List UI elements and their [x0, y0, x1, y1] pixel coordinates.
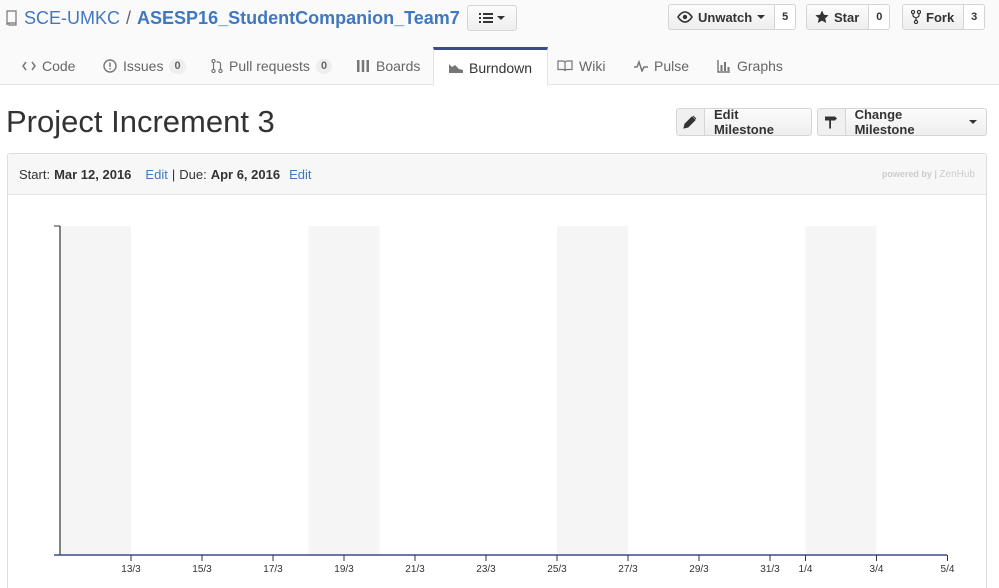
tab-boards[interactable]: Boards — [356, 47, 420, 85]
tab-issues[interactable]: Issues 0 — [103, 47, 186, 85]
tab-label: Burndown — [469, 60, 533, 76]
repo-name-link[interactable]: ASESP16_StudentCompanion_Team7 — [137, 7, 460, 28]
edit-milestone-label: Edit Milestone — [713, 108, 774, 136]
star-icon — [815, 10, 829, 23]
powered-by-zenhub[interactable]: powered by | ZenHub — [882, 169, 975, 180]
unwatch-button[interactable]: Unwatch — [668, 4, 776, 30]
date-separator: | — [171, 166, 176, 182]
tab-label: Code — [42, 58, 76, 74]
issues-counter: 0 — [169, 58, 186, 74]
edit-start-link[interactable]: Edit — [145, 166, 168, 182]
weekend-band — [805, 226, 877, 555]
tab-label: Pulse — [654, 58, 690, 74]
repo-menu-button[interactable] — [467, 5, 517, 31]
weekend-bands — [60, 226, 877, 555]
watch-group: Unwatch 5 — [668, 4, 797, 30]
milestone-dates-bar: Start: Mar 12, 2016 Edit | Due: Apr 6, 2… — [8, 154, 986, 195]
x-tick-label: 19/3 — [334, 564, 354, 575]
fork-button[interactable]: Fork — [902, 4, 965, 30]
x-tick-label: 27/3 — [618, 564, 638, 575]
tab-burndown[interactable]: Burndown — [433, 47, 549, 86]
change-milestone-button[interactable]: Change Milestone — [817, 108, 987, 136]
forks-count[interactable]: 3 — [964, 4, 986, 30]
due-label: Due: — [179, 166, 207, 182]
fork-label: Fork — [926, 9, 955, 25]
zenhub-text: ZenHub — [939, 169, 975, 180]
pull-request-icon — [211, 59, 223, 73]
edit-milestone-button[interactable]: Edit Milestone — [676, 108, 812, 136]
page-title: Project Increment 3 — [6, 104, 275, 139]
star-group: Star 0 — [806, 4, 891, 30]
fork-group: Fork 3 — [902, 4, 986, 30]
burndown-icon — [449, 64, 463, 73]
burndown-panel: Start: Mar 12, 2016 Edit | Due: Apr 6, 2… — [7, 153, 987, 588]
edit-due-link[interactable]: Edit — [289, 166, 312, 182]
x-tick-label: 1/4 — [799, 564, 813, 575]
chevron-down-icon — [757, 15, 766, 19]
x-tick-label: 15/3 — [192, 564, 212, 575]
repo-icon — [6, 10, 17, 26]
change-milestone-label: Change Milestone — [854, 108, 915, 136]
x-tick-label: 21/3 — [405, 564, 425, 575]
fork-icon — [911, 10, 921, 24]
repo-nav: Code Issues 0 Pull requests 0 Board — [0, 47, 999, 86]
tab-code[interactable]: Code — [22, 47, 75, 85]
chevron-down-icon — [497, 16, 505, 20]
x-tick-label: 25/3 — [547, 564, 567, 575]
star-label: Star — [834, 9, 860, 25]
repo-owner-link[interactable]: SCE-UMKC — [24, 7, 121, 28]
x-tick-label: 29/3 — [689, 564, 709, 575]
tab-label: Issues — [123, 58, 164, 74]
pencil-icon — [683, 115, 697, 129]
eye-icon — [677, 11, 693, 23]
weekend-band — [557, 226, 628, 555]
x-axis-ticks: 13/3 15/3 17/3 19/3 21/3 23/3 25/3 27/3 29/3 31/3… — [121, 555, 955, 575]
issue-icon — [103, 59, 117, 73]
x-tick-label: 31/3 — [760, 564, 780, 575]
x-tick-label: 17/3 — [263, 564, 283, 575]
tab-wiki[interactable]: Wiki — [557, 47, 605, 85]
tab-label: Pull requests — [229, 58, 310, 74]
stars-count[interactable]: 0 — [869, 4, 891, 30]
weekend-band — [60, 226, 131, 555]
milestone-icon — [825, 116, 838, 129]
tab-label: Graphs — [737, 58, 783, 74]
powered-by-text: powered by | — [881, 169, 937, 179]
x-tick-label: 5/4 — [941, 564, 955, 575]
x-tick-label: 23/3 — [476, 564, 496, 575]
start-date: Mar 12, 2016 — [54, 166, 132, 182]
code-icon — [22, 61, 36, 71]
tab-graphs[interactable]: Graphs — [717, 47, 783, 85]
weekend-band — [308, 226, 380, 555]
pull-requests-counter: 0 — [315, 58, 333, 74]
repo-title: SCE-UMKC / ASESP16_StudentCompanion_Team… — [6, 6, 460, 30]
x-tick-label: 13/3 — [121, 564, 141, 575]
book-icon — [557, 60, 573, 72]
star-button[interactable]: Star — [806, 4, 870, 30]
watchers-count[interactable]: 5 — [775, 4, 797, 30]
tab-label: Boards — [376, 58, 421, 74]
boards-icon — [357, 60, 369, 72]
repo-header: SCE-UMKC / ASESP16_StudentCompanion_Team… — [0, 0, 999, 86]
list-icon — [479, 13, 493, 23]
tab-pulse[interactable]: Pulse — [634, 47, 689, 85]
pulse-icon — [634, 60, 648, 72]
repo-separator: / — [126, 7, 132, 28]
tab-pull-requests[interactable]: Pull requests 0 — [211, 47, 333, 85]
chevron-down-icon — [969, 120, 977, 124]
x-tick-label: 3/4 — [870, 564, 884, 575]
tab-label: Wiki — [579, 58, 606, 74]
start-label: Start: — [19, 166, 51, 182]
due-date: Apr 6, 2016 — [210, 166, 281, 182]
unwatch-label: Unwatch — [698, 9, 753, 25]
graph-icon — [717, 60, 730, 73]
